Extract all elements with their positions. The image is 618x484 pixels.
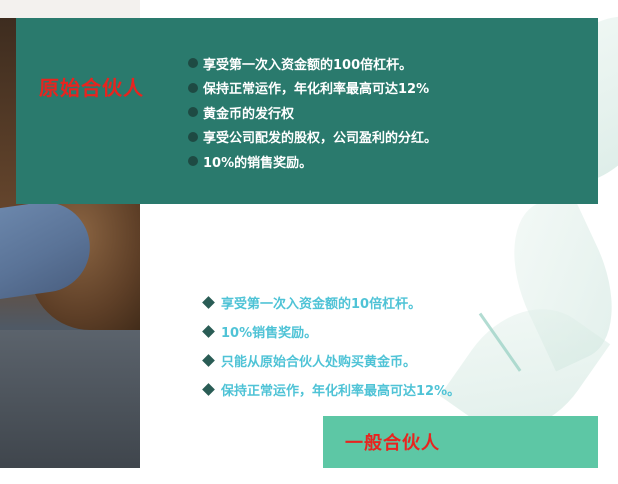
bullet-dot-icon xyxy=(188,156,198,167)
founding-partner-benefits: 享受第一次入资金额的100倍杠杆。 保持正常运作，年化利率最高可达12% 黄金币… xyxy=(188,51,437,174)
photo-wall xyxy=(0,0,140,18)
benefit-text: 保持正常运作，年化利率最高可达12% xyxy=(203,82,430,98)
list-item: 保持正常运作，年化利率最高可达12%。 xyxy=(200,375,460,404)
list-item: 10%的销售奖励。 xyxy=(188,149,437,174)
founding-partner-panel: 原始合伙人 享受第一次入资金额的100倍杠杆。 保持正常运作，年化利率最高可达1… xyxy=(16,18,598,204)
list-item: 黄金币的发行权 xyxy=(188,100,437,125)
list-item: 保持正常运作，年化利率最高可达12% xyxy=(188,76,437,101)
bullet-dot-icon xyxy=(188,82,198,93)
benefit-text: 10%的销售奖励。 xyxy=(203,155,313,171)
benefit-text: 10%销售奖励。 xyxy=(221,326,318,341)
bullet-diamond-icon xyxy=(202,296,215,309)
list-item: 10%销售奖励。 xyxy=(200,317,460,346)
bullet-dot-icon xyxy=(188,107,198,118)
list-item: 享受公司配发的股权，公司盈利的分红。 xyxy=(188,125,437,150)
list-item: 享受第一次入资金额的10倍杠杆。 xyxy=(200,288,460,317)
list-item: 只能从原始合伙人处购买黄金币。 xyxy=(200,346,460,375)
bullet-diamond-icon xyxy=(202,325,215,338)
benefit-text: 黄金币的发行权 xyxy=(203,106,295,122)
benefit-text: 享受公司配发的股权，公司盈利的分红。 xyxy=(203,131,438,147)
bullet-diamond-icon xyxy=(202,383,215,396)
bullet-dot-icon xyxy=(188,131,198,142)
list-item: 享受第一次入资金额的100倍杠杆。 xyxy=(188,51,437,76)
benefit-text: 只能从原始合伙人处购买黄金币。 xyxy=(221,355,417,370)
bullet-diamond-icon xyxy=(202,354,215,367)
benefit-text: 保持正常运作，年化利率最高可达12%。 xyxy=(221,384,461,399)
founding-partner-title: 原始合伙人 xyxy=(39,76,144,100)
general-partner-title: 一般合伙人 xyxy=(345,433,440,454)
benefit-text: 享受第一次入资金额的100倍杠杆。 xyxy=(203,57,413,73)
general-partner-benefits: 享受第一次入资金额的10倍杠杆。 10%销售奖励。 只能从原始合伙人处购买黄金币… xyxy=(200,288,460,404)
general-partner-panel: 一般合伙人 xyxy=(323,416,598,468)
benefit-text: 享受第一次入资金额的10倍杠杆。 xyxy=(221,297,422,312)
photo-floor xyxy=(0,330,140,468)
bullet-dot-icon xyxy=(188,58,198,69)
